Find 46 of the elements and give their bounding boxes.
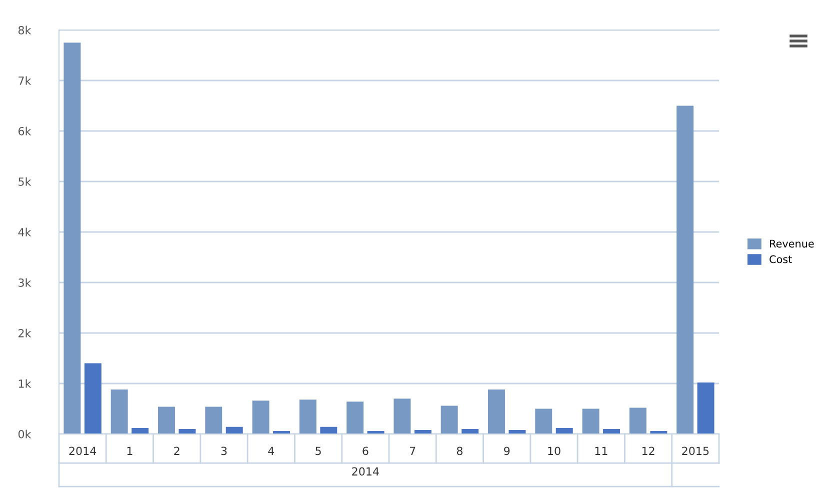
bar xyxy=(697,382,714,434)
x-tick-label: 8 xyxy=(456,446,462,456)
x-tick-label: 5 xyxy=(316,446,321,456)
x-tick-label: 11 xyxy=(595,446,608,455)
bar xyxy=(132,428,149,434)
bar xyxy=(299,400,316,434)
y-tick-label: 6k xyxy=(18,126,32,136)
bar xyxy=(252,400,270,434)
bar xyxy=(346,402,364,434)
bar xyxy=(64,42,81,434)
x-tick-label: 10 xyxy=(548,446,560,456)
bar xyxy=(110,390,128,434)
x-tick-label: 3 xyxy=(221,446,227,456)
bar xyxy=(556,428,573,434)
y-tick-label: 4k xyxy=(18,228,32,236)
y-tick-label: 0k xyxy=(18,430,32,438)
y-tick-label: 1k xyxy=(18,379,32,388)
x-tick-label: 2 xyxy=(174,446,180,455)
x-tick-label: 6 xyxy=(362,446,368,456)
legend-label: Cost xyxy=(770,255,792,264)
x-tick-label: 12 xyxy=(642,446,654,455)
text: 2014 xyxy=(352,467,379,476)
bar xyxy=(158,406,175,434)
bar xyxy=(629,408,646,434)
x-tick-label: 7 xyxy=(410,446,416,455)
bar xyxy=(84,363,102,434)
x-tick-label: 1 xyxy=(127,446,132,455)
y-tick-label: 5k xyxy=(18,177,32,186)
y-tick-label: 2k xyxy=(18,328,32,338)
bar xyxy=(676,106,694,434)
x-tick-label: 2014 xyxy=(69,446,96,456)
y-tick-label: 3k xyxy=(18,278,32,287)
bar xyxy=(440,406,458,434)
bar xyxy=(535,408,552,434)
x-tick-label: 9 xyxy=(504,446,510,456)
bar xyxy=(205,406,222,434)
y-tick-label: 8k xyxy=(18,26,32,34)
x-tick-label: 4 xyxy=(268,446,274,455)
bar xyxy=(582,408,600,434)
legend-label: Revenue xyxy=(770,240,814,248)
bar xyxy=(394,398,411,434)
bar xyxy=(226,426,243,434)
bar xyxy=(320,426,338,434)
y-tick-label: 7k xyxy=(18,76,32,85)
bar xyxy=(488,390,505,434)
x-tick-label: 2015 xyxy=(682,446,709,456)
